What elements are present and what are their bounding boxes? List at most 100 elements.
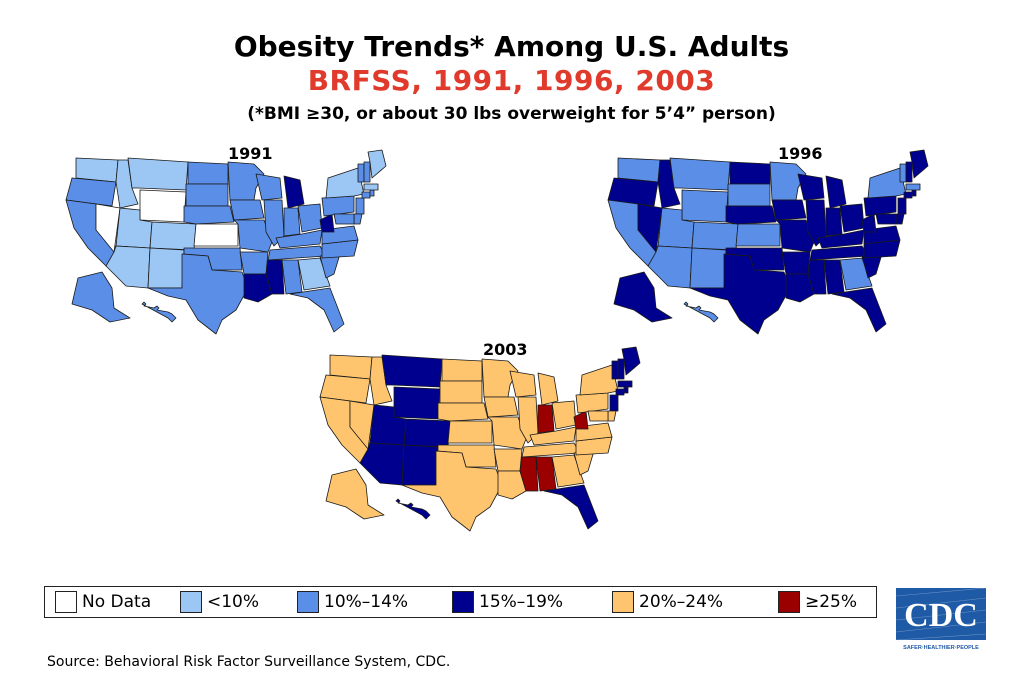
map-1991 bbox=[65, 149, 387, 335]
state-wa bbox=[617, 157, 661, 183]
state-ga bbox=[551, 454, 585, 488]
legend: No Data <10% 10%–14% 15%–19% 20%–24% ≥25… bbox=[44, 586, 877, 618]
state-wv bbox=[319, 213, 335, 233]
state-mi bbox=[537, 372, 559, 406]
state-de bbox=[607, 410, 617, 422]
state-tx bbox=[401, 450, 503, 532]
state-wi bbox=[509, 370, 537, 398]
state-wa bbox=[75, 157, 119, 183]
state-mi bbox=[283, 175, 305, 209]
map-year-1991: 1991 bbox=[228, 144, 273, 163]
state-ia bbox=[771, 199, 807, 221]
state-ne bbox=[725, 205, 777, 225]
state-la bbox=[243, 273, 273, 303]
state-ga bbox=[297, 257, 331, 291]
state-mt bbox=[381, 354, 443, 388]
legend-swatch bbox=[55, 591, 77, 613]
state-me bbox=[367, 149, 387, 179]
state-nj bbox=[897, 197, 907, 215]
state-wi bbox=[797, 173, 825, 201]
state-vt bbox=[899, 163, 907, 183]
state-hi bbox=[395, 498, 431, 520]
state-nd bbox=[729, 161, 771, 185]
state-sd bbox=[185, 183, 229, 207]
state-wy bbox=[681, 189, 729, 223]
state-sd bbox=[727, 183, 771, 207]
state-or bbox=[319, 374, 371, 404]
state-md bbox=[587, 410, 609, 422]
state-nm bbox=[689, 247, 727, 289]
state-wy bbox=[393, 386, 441, 420]
state-ct bbox=[361, 191, 371, 199]
state-in bbox=[537, 404, 555, 434]
state-la bbox=[497, 470, 527, 500]
state-wi bbox=[255, 173, 283, 201]
state-ms bbox=[265, 259, 285, 295]
legend-item: ≥25% bbox=[778, 591, 857, 613]
state-pa bbox=[321, 195, 355, 217]
legend-swatch bbox=[452, 591, 474, 613]
state-ak bbox=[613, 271, 673, 323]
legend-swatch bbox=[778, 591, 800, 613]
state-ia bbox=[483, 396, 519, 418]
legend-item: 15%–19% bbox=[452, 591, 563, 613]
state-fl bbox=[831, 287, 887, 333]
legend-item: 10%–14% bbox=[297, 591, 408, 613]
map-year-2003: 2003 bbox=[483, 340, 528, 359]
state-me bbox=[621, 346, 641, 376]
state-co bbox=[691, 221, 739, 251]
state-oh bbox=[297, 203, 323, 233]
legend-item: No Data bbox=[55, 591, 151, 613]
state-ms bbox=[807, 259, 827, 295]
state-hi bbox=[141, 301, 177, 323]
svg-text:CDC: CDC bbox=[904, 597, 978, 634]
state-ms bbox=[519, 456, 539, 492]
legend-swatch bbox=[612, 591, 634, 613]
state-tx bbox=[689, 253, 791, 335]
map-year-1996: 1996 bbox=[778, 144, 823, 163]
state-in bbox=[825, 207, 843, 237]
state-wv bbox=[573, 410, 589, 430]
state-mi bbox=[825, 175, 847, 209]
state-co bbox=[149, 221, 197, 251]
state-vt bbox=[611, 360, 619, 380]
bmi-footnote: (*BMI ≥30, or about 30 lbs overweight fo… bbox=[247, 104, 776, 124]
state-ny bbox=[325, 167, 365, 199]
state-fl bbox=[543, 484, 599, 530]
legend-label: 10%–14% bbox=[324, 592, 409, 612]
state-vt bbox=[357, 163, 365, 183]
legend-label: ≥25% bbox=[805, 592, 858, 612]
legend-swatch bbox=[297, 591, 319, 613]
state-ma bbox=[617, 380, 633, 388]
state-tx bbox=[147, 253, 249, 335]
state-md bbox=[333, 213, 355, 225]
state-md bbox=[875, 213, 897, 225]
legend-label: No Data bbox=[82, 592, 152, 612]
legend-item: <10% bbox=[180, 591, 259, 613]
state-ia bbox=[229, 199, 265, 221]
state-de bbox=[895, 213, 905, 225]
legend-label: <10% bbox=[207, 592, 260, 612]
state-mt bbox=[127, 157, 189, 191]
state-ky bbox=[275, 229, 323, 249]
state-ar bbox=[239, 251, 269, 275]
state-ma bbox=[905, 183, 921, 191]
state-ar bbox=[781, 251, 811, 275]
state-ak bbox=[325, 468, 385, 520]
state-nh bbox=[905, 161, 913, 183]
state-ks bbox=[447, 420, 493, 444]
state-la bbox=[785, 273, 815, 303]
legend-swatch bbox=[180, 591, 202, 613]
state-pa bbox=[575, 392, 609, 414]
state-oh bbox=[839, 203, 865, 233]
map-2003 bbox=[319, 346, 641, 532]
state-pa bbox=[863, 195, 897, 217]
state-ga bbox=[839, 257, 873, 291]
legend-label: 20%–24% bbox=[639, 592, 724, 612]
state-nd bbox=[441, 358, 483, 382]
legend-label: 15%–19% bbox=[479, 592, 564, 612]
state-ri bbox=[911, 189, 917, 197]
state-ny bbox=[867, 167, 907, 199]
state-mt bbox=[669, 157, 731, 191]
state-ks bbox=[735, 223, 781, 247]
